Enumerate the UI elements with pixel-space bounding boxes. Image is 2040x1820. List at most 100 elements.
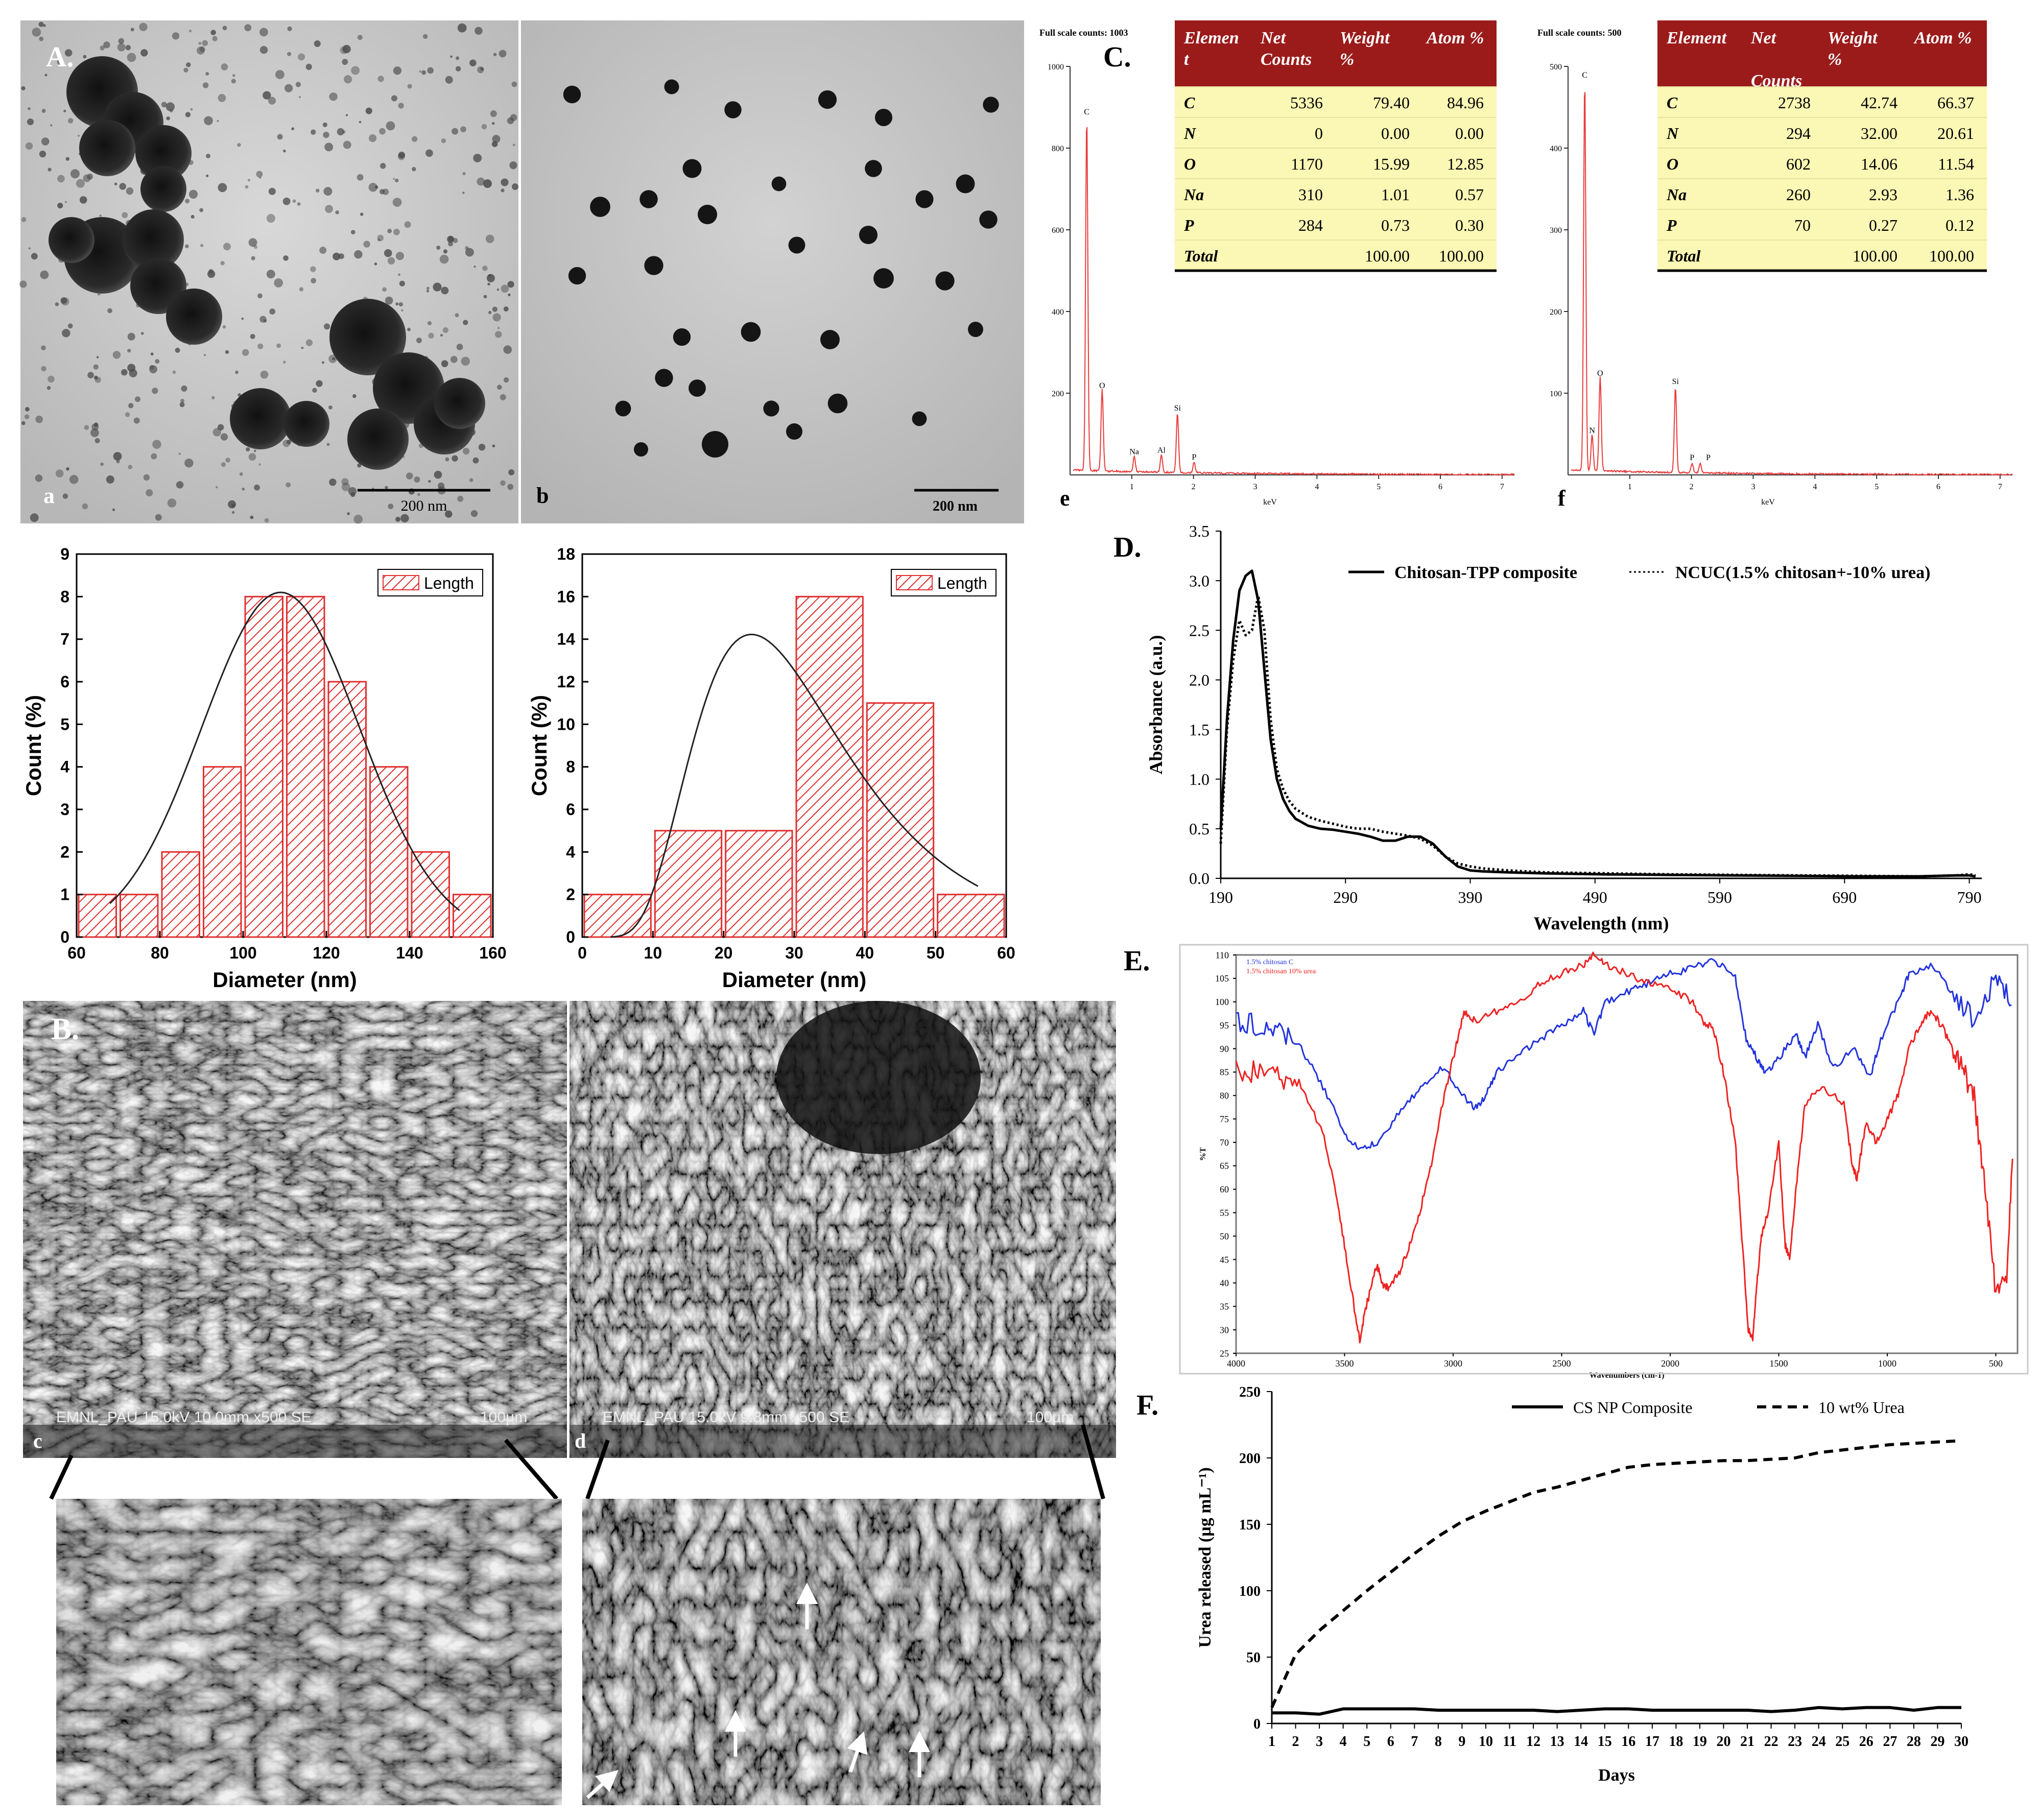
x-tick-label: 2	[1192, 483, 1196, 491]
table-header-cell: t	[1184, 50, 1190, 69]
x-tick-label: 21	[1740, 1734, 1754, 1750]
x-tick-label: 2	[1292, 1734, 1299, 1750]
y-tick-label: 1.5	[1189, 721, 1209, 739]
tem-speck	[67, 118, 74, 124]
tem-speck	[485, 234, 494, 244]
x-tick-label: 5	[1875, 483, 1879, 491]
tem-speck	[204, 116, 213, 126]
x-tick-label: 16	[1621, 1734, 1635, 1750]
tem-speck	[32, 28, 41, 37]
tem-speck	[239, 472, 243, 476]
tem-speck	[385, 296, 393, 305]
x-tick-label: 24	[1812, 1734, 1826, 1750]
tem-speck	[125, 412, 130, 417]
legend-label: Length	[937, 574, 987, 592]
y-tick-label: 400	[1052, 308, 1064, 317]
tem-speck	[392, 198, 402, 207]
tem-speck	[406, 472, 413, 480]
tem-speck	[436, 245, 441, 250]
tem-speck	[469, 478, 473, 482]
tem-speck	[445, 457, 449, 462]
tem-speck	[377, 76, 384, 82]
x-tick-label: 15	[1598, 1734, 1612, 1750]
histogram-bar	[120, 894, 159, 938]
x-tick-label: 25	[1835, 1734, 1849, 1750]
y-tick-label: 9	[60, 545, 69, 563]
y-tick-label: 65	[1220, 1161, 1229, 1171]
peak-label: Al	[1157, 446, 1166, 454]
x-tick-label: 1	[1268, 1734, 1275, 1750]
histogram-bar	[795, 595, 864, 938]
tem-speck	[191, 214, 195, 219]
x-tick-label: 1500	[1770, 1358, 1788, 1369]
tem-speck	[400, 514, 409, 523]
tem-speck	[149, 365, 154, 370]
y-tick-label: 1	[60, 885, 69, 904]
tem-speck	[96, 356, 99, 358]
x-axis-label: Days	[1598, 1766, 1635, 1785]
tem-speck	[321, 361, 324, 364]
tem-speck	[125, 45, 131, 51]
tem-speck	[79, 196, 87, 204]
histogram-a: 60 80 100 120 140 160 0 1 2 3 4 5 6 7 8 9 Diameter (nm) C…	[21, 545, 507, 992]
sem-scale-d: 100µm	[1027, 1409, 1074, 1426]
sem-zoom-d	[582, 1499, 1101, 1805]
x-tick-label: 6	[1438, 483, 1442, 491]
tem-speck	[455, 313, 459, 318]
tem-speck	[232, 74, 235, 77]
tem-speck	[433, 282, 442, 292]
tem-speck	[41, 345, 46, 350]
tem-speck	[28, 107, 31, 110]
tem-speck	[395, 252, 405, 260]
tem-speck	[496, 288, 500, 291]
y-tick-label: 12	[557, 673, 575, 691]
tem-speck	[461, 356, 470, 366]
tem-speck	[363, 241, 370, 248]
tem-nanoparticle	[968, 322, 983, 337]
table-header-bg	[1657, 20, 1987, 87]
x-tick-label: 1	[1628, 483, 1632, 491]
sub-label-e: e	[1060, 486, 1070, 511]
tem-speck	[323, 131, 329, 138]
tem-speck	[140, 332, 144, 335]
tem-speck	[94, 376, 101, 383]
peak-label: O	[1099, 381, 1105, 390]
tem-speck	[387, 228, 392, 233]
x-tick-label: 2500	[1553, 1358, 1571, 1369]
tem-speck	[397, 153, 405, 160]
tem-speck	[457, 495, 464, 502]
y-axis-label: Count (%)	[527, 695, 551, 796]
tem-speck	[357, 35, 363, 40]
tem-nanoparticle	[788, 236, 805, 254]
y-tick-label: 110	[1216, 950, 1229, 960]
tem-nanoparticle	[615, 400, 631, 417]
x-tick-label: 1000	[1878, 1358, 1896, 1369]
tem-speck	[399, 280, 405, 286]
table-header-cell: Weight	[1340, 29, 1390, 47]
tem-speck	[242, 487, 245, 491]
panel-label-f: F.	[1136, 1390, 1158, 1421]
tem-speck	[448, 241, 454, 247]
tem-speck	[185, 199, 190, 204]
x-tick-label: 9	[1458, 1734, 1465, 1750]
tem-speck	[275, 70, 284, 79]
tem-speck	[463, 320, 468, 325]
tem-speck	[260, 370, 269, 379]
tem-speck	[442, 327, 448, 333]
tem-speck	[44, 74, 48, 77]
tem-speck	[490, 110, 497, 117]
tem-speck	[483, 179, 492, 188]
table-cell: 0.00	[1455, 124, 1484, 142]
tem-speck	[472, 457, 479, 464]
eds-spectrum-line	[1073, 127, 1515, 476]
histogram-bar	[78, 894, 117, 938]
y-tick-label: 75	[1220, 1114, 1229, 1124]
table-row-label: P	[1666, 216, 1677, 234]
histogram-bar	[286, 595, 325, 938]
tem-speck	[497, 327, 500, 329]
tem-speck	[228, 500, 236, 509]
table-cell: 0.30	[1455, 216, 1484, 234]
table-cell: 284	[1298, 216, 1323, 234]
tem-speck	[165, 102, 175, 111]
tem-speck	[486, 274, 495, 282]
